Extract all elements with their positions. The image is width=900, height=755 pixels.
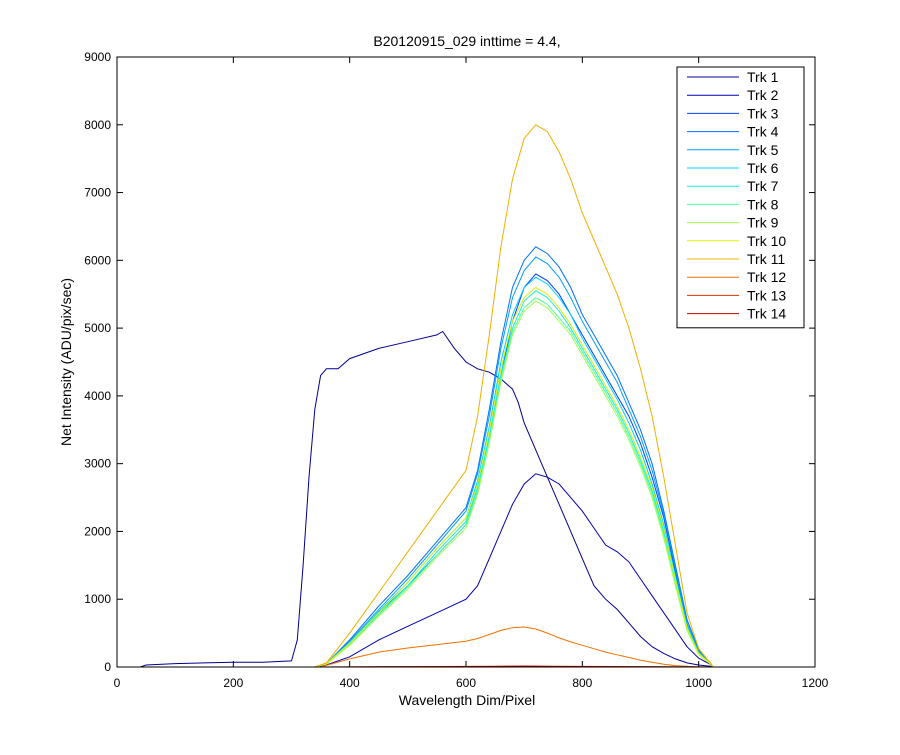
y-tick-label: 1000 — [84, 592, 111, 606]
series-line-1 — [117, 330, 714, 668]
legend-entry-1: Trk 1 — [747, 69, 779, 85]
x-axis-label: Wavelength Dim/Pixel — [399, 692, 535, 708]
series-line-12 — [117, 626, 714, 668]
x-tick-label: 1200 — [802, 676, 829, 690]
series-lines — [117, 124, 714, 668]
chart-title: B20120915_029 inttime = 4.4, — [373, 33, 560, 49]
legend-entry-3: Trk 3 — [747, 105, 779, 121]
series-line-5 — [117, 256, 714, 668]
y-tick-label: 0 — [104, 660, 111, 674]
x-tick-label: 800 — [572, 676, 592, 690]
y-tick-label: 5000 — [84, 321, 111, 335]
legend-entry-9: Trk 9 — [747, 215, 779, 231]
y-tick-label: 7000 — [84, 186, 111, 200]
legend-entry-6: Trk 6 — [747, 160, 779, 176]
series-line-9 — [117, 300, 714, 668]
legend-entry-7: Trk 7 — [747, 178, 779, 194]
series-line-7 — [117, 290, 714, 668]
series-line-4 — [117, 246, 714, 668]
x-tick-label: 600 — [456, 676, 476, 690]
series-line-8 — [117, 296, 714, 668]
y-tick-label: 9000 — [84, 50, 111, 64]
legend-entry-5: Trk 5 — [747, 142, 779, 158]
legend: Trk 1 Trk 2 Trk 3 Trk 4 Trk 5 Trk 6 Trk 7 Trk 8… — [676, 66, 805, 329]
legend-entry-8: Trk 8 — [747, 196, 779, 212]
x-tick-label: 400 — [340, 676, 360, 690]
series-line-10 — [117, 286, 714, 668]
series-line-2 — [117, 473, 714, 668]
y-axis: 0 1000 2000 3000 4000 5000 6000 7000 8000 9000 — [84, 50, 815, 674]
x-tick-label: 0 — [114, 676, 121, 690]
x-tick-label: 1000 — [685, 676, 712, 690]
legend-entry-14: Trk 14 — [747, 306, 786, 322]
legend-entry-11: Trk 11 — [747, 251, 785, 267]
legend-entry-4: Trk 4 — [747, 124, 779, 140]
y-tick-label: 8000 — [84, 118, 111, 132]
y-tick-label: 6000 — [84, 253, 111, 267]
legend-entry-2: Trk 2 — [747, 87, 779, 103]
y-tick-label: 2000 — [84, 524, 111, 538]
y-tick-label: 3000 — [84, 457, 111, 471]
y-tick-label: 4000 — [84, 389, 111, 403]
y-axis-label: Net Intensity (ADU/pix/sec) — [58, 278, 74, 446]
series-line-11 — [117, 124, 714, 668]
legend-entry-12: Trk 12 — [747, 269, 786, 285]
legend-box — [676, 66, 805, 329]
legend-entry-10: Trk 10 — [747, 233, 786, 249]
x-tick-label: 200 — [223, 676, 243, 690]
legend-entry-13: Trk 13 — [747, 287, 786, 303]
x-axis: 0 200 400 600 800 1000 1200 — [114, 57, 829, 690]
